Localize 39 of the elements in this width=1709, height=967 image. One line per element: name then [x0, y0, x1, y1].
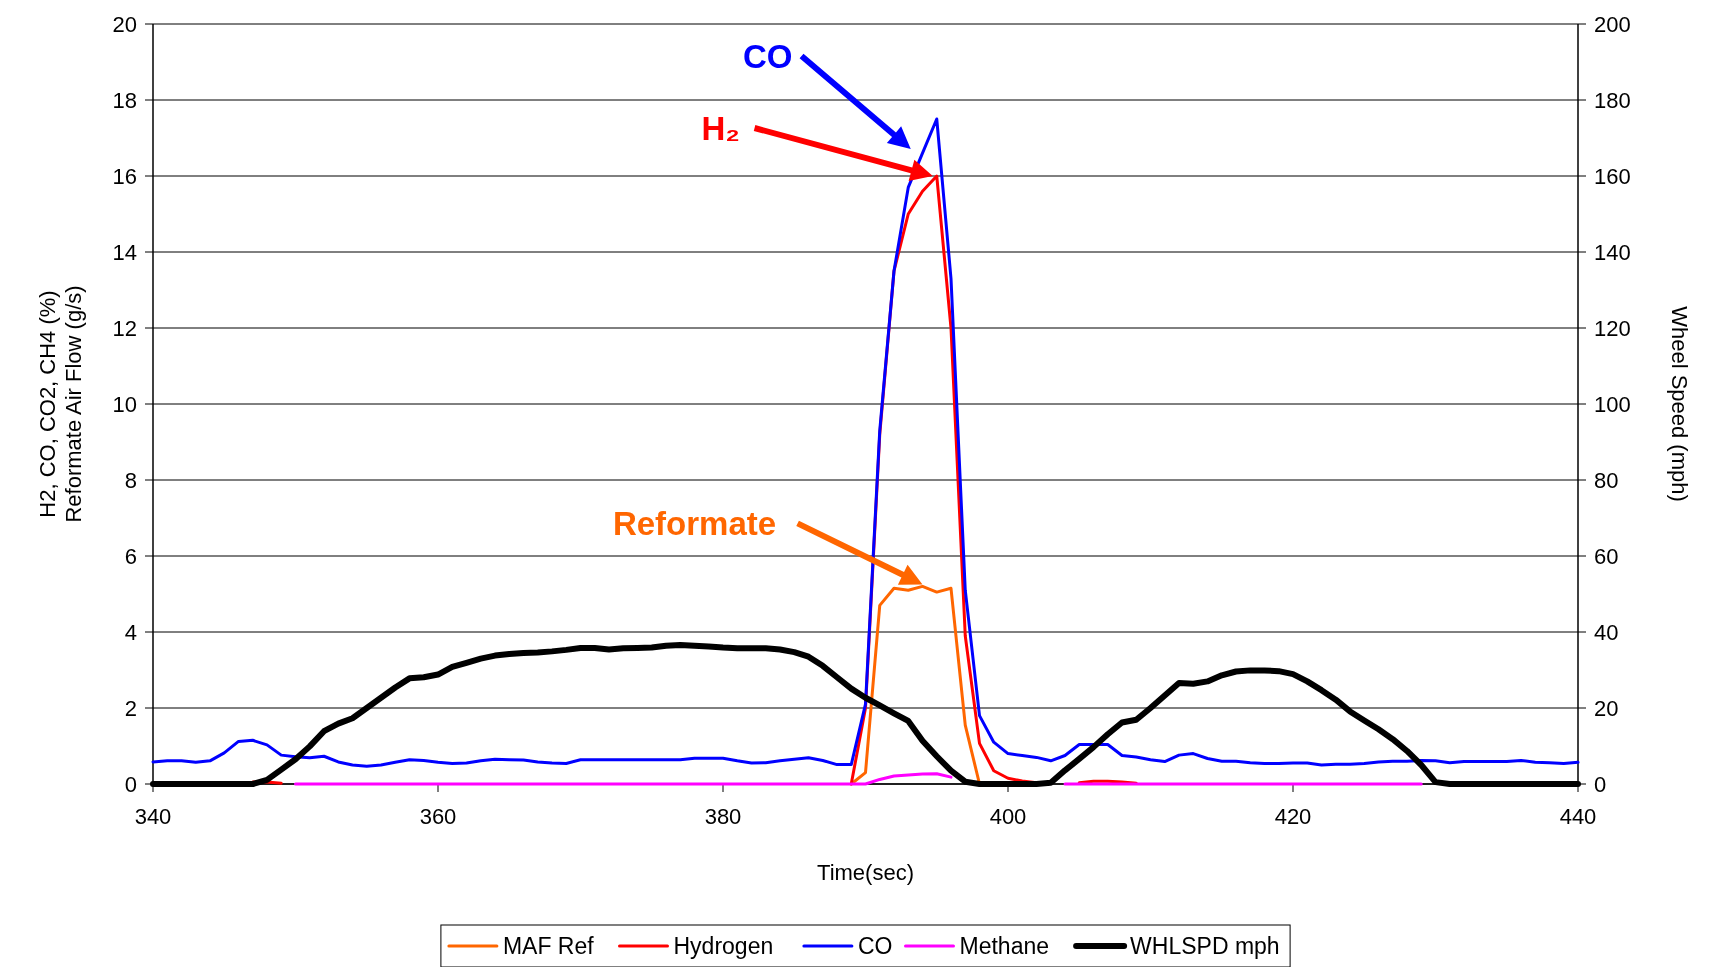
- x-tick-label: 420: [1274, 804, 1312, 829]
- y2-tick-label: 40: [1594, 620, 1619, 645]
- legend-label: Hydrogen: [673, 933, 774, 959]
- y-tick-label: 4: [124, 620, 137, 645]
- y2-tick-label: 140: [1594, 240, 1631, 265]
- y-tick-label: 6: [124, 544, 137, 569]
- y-tick-label: 8: [124, 468, 137, 493]
- annotation: H₂: [701, 110, 740, 147]
- y2-tick-label: 0: [1594, 772, 1607, 797]
- annotation: CO: [743, 38, 793, 75]
- y-tick-label: 14: [112, 240, 137, 265]
- legend-label: Methane: [959, 933, 1050, 959]
- y2-tick-label: 100: [1594, 392, 1631, 417]
- y-tick-label: 2: [124, 696, 137, 721]
- y2-tick-label: 80: [1594, 468, 1619, 493]
- y2-axis-title: Wheel Speed (mph): [1667, 306, 1692, 502]
- y-tick-label: 20: [112, 12, 137, 37]
- x-tick-label: 360: [419, 804, 457, 829]
- y2-tick-label: 60: [1594, 544, 1619, 569]
- y2-tick-label: 160: [1594, 164, 1631, 189]
- y-tick-label: 16: [112, 164, 137, 189]
- y2-tick-label: 20: [1594, 696, 1619, 721]
- legend-label: WHLSPD mph: [1130, 933, 1280, 959]
- x-tick-label: 400: [989, 804, 1027, 829]
- y-tick-label: 10: [112, 392, 137, 417]
- x-tick-label: 440: [1559, 804, 1597, 829]
- x-axis-title: Time(sec): [817, 860, 914, 885]
- x-tick-label: 340: [134, 804, 172, 829]
- legend-label: MAF Ref: [502, 933, 595, 959]
- legend-label: CO: [857, 933, 893, 959]
- y2-tick-label: 120: [1594, 316, 1631, 341]
- y2-tick-label: 200: [1594, 12, 1631, 37]
- y-tick-label: 12: [112, 316, 137, 341]
- annotation: Reformate: [612, 505, 777, 543]
- y-tick-label: 0: [124, 772, 137, 797]
- y-tick-label: 18: [112, 88, 137, 113]
- y-axis-title: H2, CO, CO2, CH4 (%) Reformate Air Flow (g/s): [35, 285, 86, 523]
- y2-tick-label: 180: [1594, 88, 1631, 113]
- x-tick-label: 380: [704, 804, 742, 829]
